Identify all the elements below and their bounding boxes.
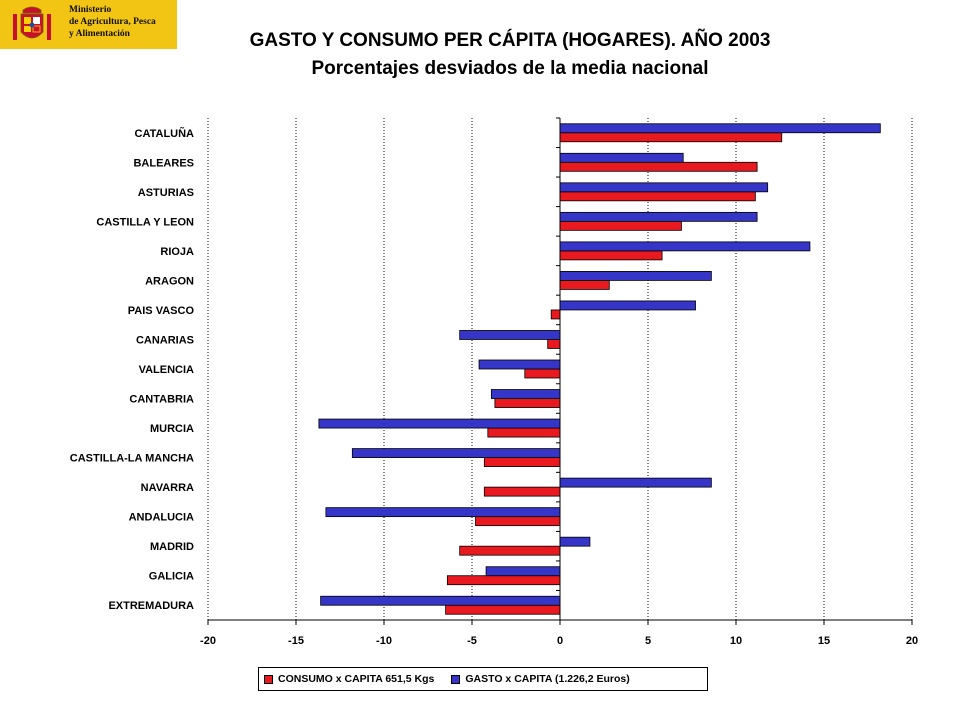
x-tick-label-4: 0	[557, 635, 563, 647]
legend-label-consumo: CONSUMO x CAPITA 651,5 Kgs	[278, 673, 435, 685]
legend-item-consumo: CONSUMO x CAPITA 651,5 Kgs	[264, 673, 434, 685]
category-label-6: PAIS VASCO	[128, 305, 195, 317]
bar-consumo-14	[459, 545, 561, 556]
bar-gasto-7	[459, 330, 561, 340]
bar-consumo-4	[559, 250, 663, 261]
bar-gasto-9	[490, 389, 561, 399]
bar-consumo-2	[559, 191, 756, 202]
bar-consumo-16	[445, 604, 561, 615]
category-label-12: NAVARRA	[141, 482, 194, 494]
category-label-2: ASTURIAS	[138, 187, 194, 199]
category-label-14: MADRID	[150, 541, 194, 553]
bar-consumo-15	[446, 575, 561, 586]
bar-gasto-6	[559, 300, 696, 311]
category-label-10: MURCIA	[150, 423, 194, 435]
bar-consumo-13	[475, 516, 561, 527]
bar-gasto-11	[351, 448, 561, 458]
bar-consumo-5	[559, 280, 610, 290]
ministry-logo: Ministerio de Agricultura, Pesca y Alime…	[0, 0, 177, 49]
category-label-9: CANTABRIA	[129, 394, 194, 406]
bar-consumo-11	[483, 457, 561, 467]
bar-consumo-8	[524, 368, 561, 379]
x-tick-label-5: 5	[645, 635, 651, 647]
category-label-8: VALENCIA	[139, 364, 194, 376]
bar-gasto-8	[478, 359, 561, 370]
bar-consumo-7	[547, 339, 561, 349]
chart-subtitle: Porcentajes desviados de la media nacion…	[311, 58, 709, 79]
bar-gasto-15	[485, 566, 561, 577]
bar-gasto-10	[318, 418, 561, 429]
bar-gasto-4	[559, 241, 811, 252]
legend-label-gasto: GASTO x CAPITA (1.226,2 Euros)	[465, 673, 630, 685]
bar-consumo-12	[483, 486, 561, 497]
x-tick-label-0: -20	[200, 635, 216, 647]
category-label-0: CATALUÑA	[135, 127, 195, 140]
logo-line-1: Ministerio	[69, 5, 112, 15]
x-tick-label-7: 15	[818, 635, 830, 647]
x-tick-label-1: -15	[288, 635, 304, 647]
x-tick-label-8: 20	[906, 635, 918, 647]
x-tick-label-2: -10	[376, 635, 392, 647]
logo-line-3: y Alimentación	[69, 29, 130, 39]
bar-gasto-2	[559, 182, 769, 193]
bar-consumo-1	[559, 161, 758, 172]
x-tick-label-6: 10	[730, 635, 742, 647]
bar-gasto-16	[320, 595, 561, 606]
legend-item-gasto: GASTO x CAPITA (1.226,2 Euros)	[451, 673, 630, 685]
bar-gasto-3	[559, 211, 758, 222]
bar-gasto-14	[559, 536, 591, 547]
bar-consumo-9	[494, 398, 561, 408]
bar-consumo-6	[550, 309, 561, 320]
category-label-5: ARAGON	[145, 275, 194, 287]
bar-consumo-10	[487, 427, 561, 438]
coat-of-arms-icon	[13, 6, 51, 40]
category-label-11: CASTILLA-LA MANCHA	[70, 453, 194, 465]
bar-gasto-0	[559, 123, 881, 134]
bar-gasto-12	[559, 477, 712, 488]
logo-line-2: de Agricultura, Pesca	[69, 17, 156, 27]
category-label-15: GALICIA	[149, 571, 194, 583]
bar-consumo-3	[559, 220, 682, 231]
bar-gasto-1	[559, 152, 684, 163]
bar-consumo-0	[559, 132, 783, 143]
category-label-7: CANARIAS	[136, 334, 194, 346]
bar-gasto-13	[325, 507, 561, 518]
chart-title: GASTO Y CONSUMO PER CÁPITA (HOGARES). AÑ…	[249, 30, 771, 51]
category-label-4: RIOJA	[160, 246, 194, 258]
chart-legend: CONSUMO x CAPITA 651,5 Kgs GASTO x CAPIT…	[258, 667, 708, 691]
legend-swatch-gasto	[451, 674, 461, 684]
bar-gasto-5	[559, 271, 712, 281]
legend-swatch-consumo	[264, 674, 273, 684]
x-tick-label-3: -5	[467, 635, 477, 647]
category-label-3: CASTILLA Y LEON	[96, 216, 194, 228]
category-label-13: ANDALUCIA	[129, 512, 194, 524]
category-label-16: EXTREMADURA	[108, 600, 194, 612]
category-label-1: BALEARES	[133, 157, 194, 169]
